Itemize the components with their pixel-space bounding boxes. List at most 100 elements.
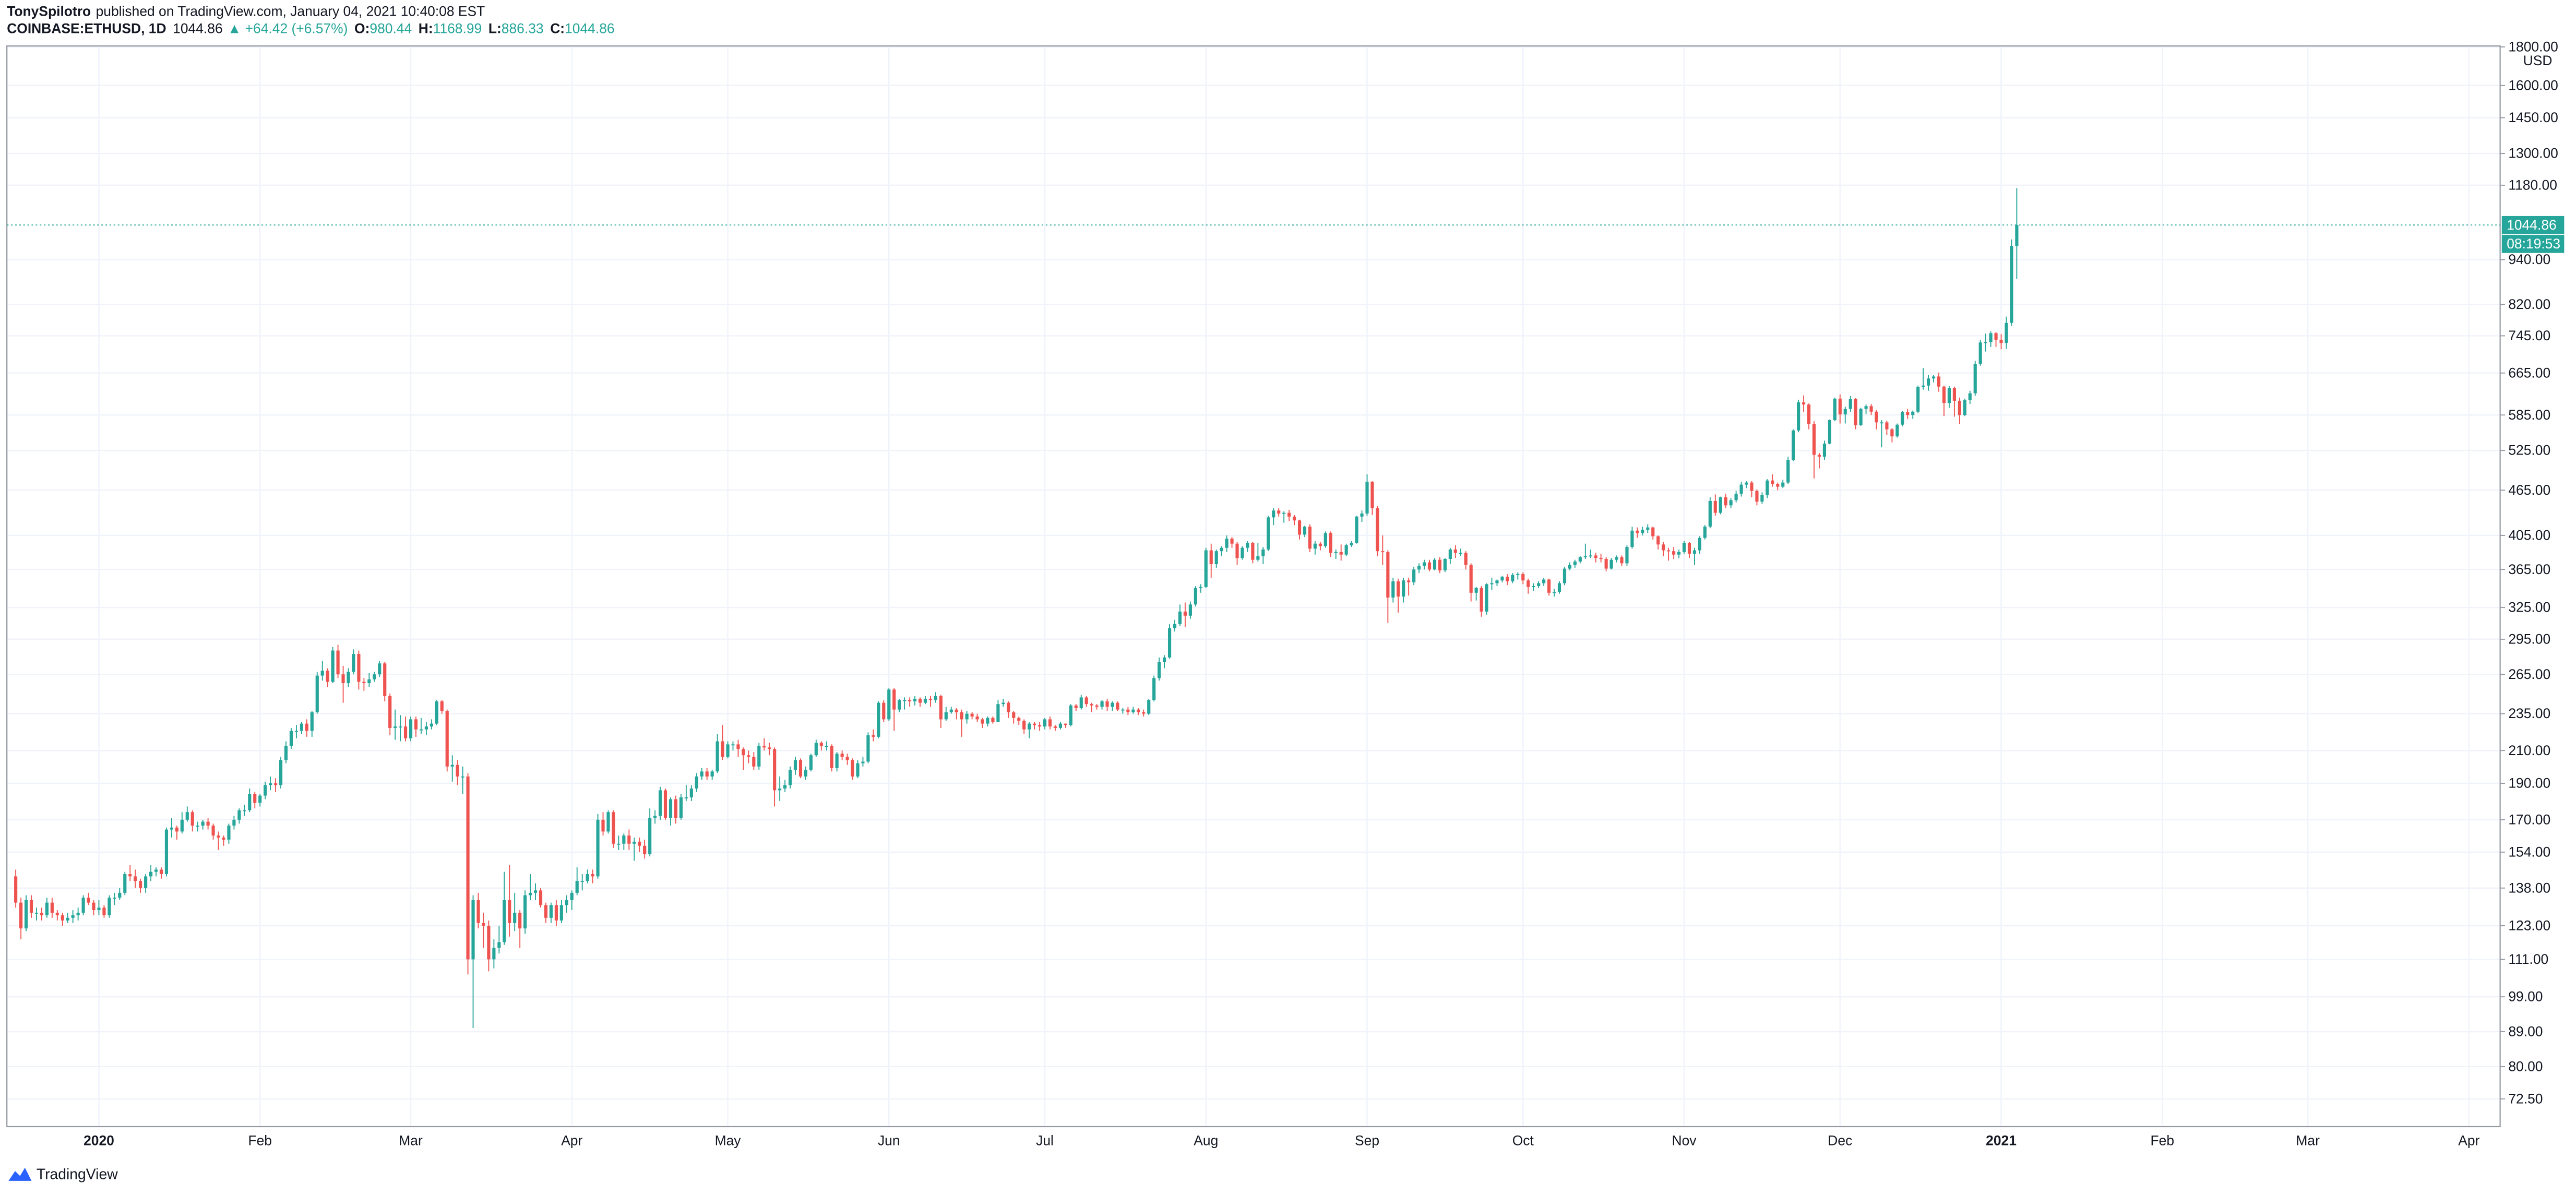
y-tick-label: 365.00 [2508, 562, 2550, 577]
candle-body [1573, 562, 1577, 565]
candle-body [1641, 530, 1644, 533]
candle-body [939, 696, 943, 720]
candle-body [809, 755, 813, 770]
y-tick-label: 665.00 [2508, 365, 2550, 380]
candle-body [399, 726, 402, 728]
candle-body [523, 895, 527, 929]
candle-body [996, 704, 1000, 722]
candle-body [913, 698, 917, 702]
x-tick-label: 2020 [84, 1132, 114, 1148]
candle-body [154, 869, 158, 872]
candle-body [352, 654, 355, 672]
y-tick-label: 123.00 [2508, 918, 2550, 934]
candle-body [1095, 705, 1099, 707]
y-tick-label: 138.00 [2508, 880, 2550, 896]
candle-body [1272, 510, 1275, 518]
candle-body [1028, 723, 1031, 730]
candle-body [1552, 591, 1556, 593]
candle-body [2010, 246, 2013, 323]
candle-body [1854, 399, 1857, 425]
candle-body [1557, 583, 1561, 592]
candle-body [882, 702, 886, 720]
candle-body [1776, 484, 1780, 487]
candle-body [633, 841, 636, 844]
candle-body [986, 718, 989, 724]
y-unit: USD [2523, 53, 2553, 68]
y-tick-label: 1600.00 [2508, 77, 2558, 93]
candle-body [731, 744, 735, 746]
x-tick-label: Apr [2458, 1132, 2479, 1148]
candle-body [310, 712, 314, 731]
candle-body [1438, 559, 1442, 571]
candle-body [2015, 225, 2019, 246]
candle-body [1583, 556, 1587, 557]
candle-body [1526, 580, 1530, 587]
price-label-box [2501, 216, 2565, 234]
header-line-1: TonySpilotro published on TradingView.com… [7, 4, 485, 19]
candle-body [949, 709, 953, 712]
candle-body [1459, 553, 1462, 554]
candle-body [1131, 709, 1135, 712]
candle-body [1448, 549, 1452, 559]
candle-body [1942, 386, 1946, 403]
x-tick-label: Oct [1512, 1132, 1534, 1148]
candle-body [1542, 579, 1546, 583]
candle-body [1490, 583, 1494, 584]
candle-body [1682, 543, 1686, 552]
candle-body [1703, 527, 1707, 538]
candle-body [1802, 402, 1806, 405]
candle-body [845, 757, 849, 760]
candle-body [1766, 480, 1769, 495]
candle-body [367, 679, 371, 684]
candle-body [1901, 412, 1904, 425]
y-tick-label: 525.00 [2508, 443, 2550, 458]
candle-body [1984, 342, 1987, 343]
candle-body [170, 827, 173, 830]
candle-body [783, 785, 787, 789]
x-tick-label: Feb [2151, 1132, 2175, 1148]
candle-body [580, 881, 584, 882]
candle-body [1792, 430, 1795, 460]
candle-body [440, 701, 444, 711]
candle-body [55, 912, 59, 915]
y-tick-label: 190.00 [2508, 775, 2550, 791]
candle-body [1313, 543, 1317, 549]
candle-body [362, 682, 366, 684]
candle-body [164, 829, 169, 875]
candle-body [955, 709, 958, 712]
y-tick-label: 72.50 [2508, 1091, 2543, 1106]
candle-body [596, 819, 600, 877]
candle-body [1022, 721, 1026, 730]
candle-body [1246, 543, 1249, 548]
candle-body [923, 698, 927, 703]
candle-body [419, 729, 423, 731]
candle-body [648, 818, 652, 854]
candle-body [970, 713, 974, 717]
candle-body [1381, 551, 1385, 553]
candle-body [539, 890, 543, 905]
candle-body [1121, 709, 1125, 711]
candle-body [1074, 705, 1078, 709]
candle-body [14, 876, 18, 903]
candle-body [248, 794, 252, 810]
candle-body [269, 783, 272, 785]
candle-body [1167, 628, 1172, 658]
candle-body [1667, 550, 1671, 552]
candle-body [1890, 429, 1894, 437]
candle-body [1687, 543, 1691, 554]
candle-body [1053, 726, 1057, 728]
logo: TradingView [8, 1166, 118, 1183]
candle-body [315, 675, 319, 712]
candle-body [1058, 723, 1063, 728]
candle-body [892, 689, 896, 710]
candle-body [684, 797, 688, 798]
published: published on TradingView.com, January 04… [96, 4, 485, 19]
candle-body [757, 746, 761, 767]
candle-body [409, 719, 413, 738]
countdown-label: 08:19:53 [2507, 236, 2560, 252]
candle-body [1277, 510, 1281, 514]
y-tick-label: 820.00 [2508, 296, 2550, 312]
candle-body [851, 760, 854, 777]
last-price: 1044.86 [173, 21, 223, 37]
candle-body [1864, 406, 1868, 409]
